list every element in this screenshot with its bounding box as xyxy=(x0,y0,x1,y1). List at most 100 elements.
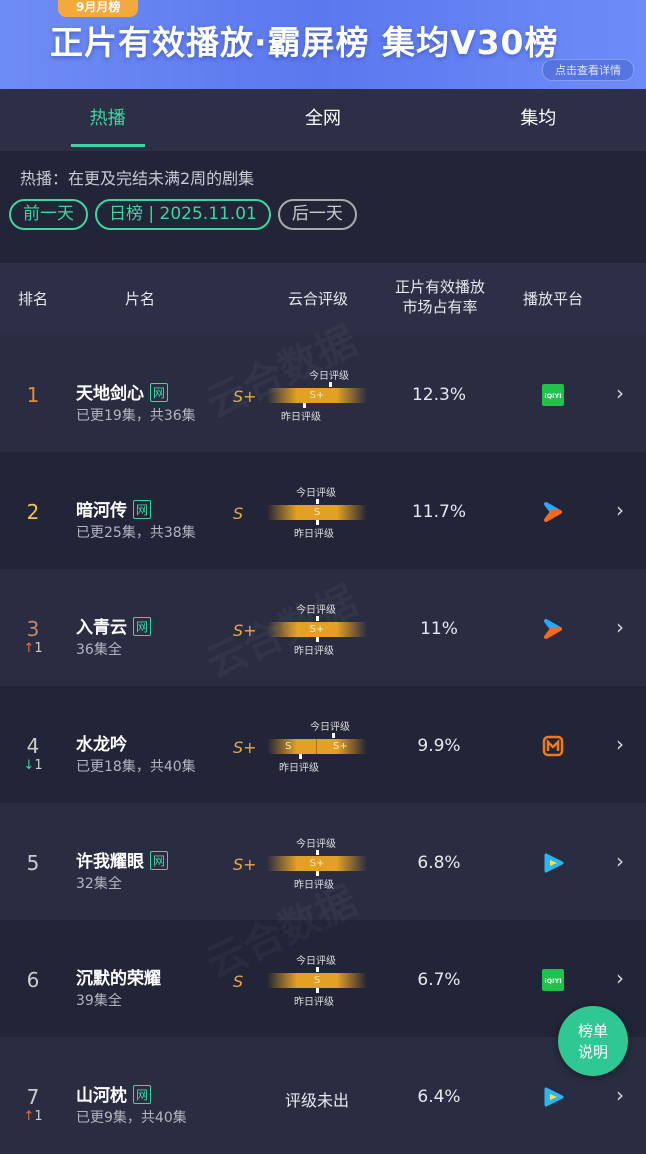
rating-pending: 评级未出 xyxy=(284,1091,349,1110)
rank-change-value: 1 xyxy=(34,641,43,656)
show-title[interactable]: 天地剑心网 xyxy=(76,379,169,404)
show-title-text: 暗河传 xyxy=(76,501,127,521)
chevron-right-icon[interactable]: › xyxy=(616,615,624,639)
web-drama-tag: 网 xyxy=(133,617,152,636)
chevron-right-icon[interactable]: › xyxy=(616,381,624,405)
rating-bar: S xyxy=(267,505,367,520)
episode-status: 32集全 xyxy=(76,876,122,892)
yesterday-label: 昨日评级 xyxy=(294,646,334,657)
yesterday-label: 昨日评级 xyxy=(294,997,334,1008)
rating-grade: S+ xyxy=(233,738,257,757)
tab-all-network[interactable]: 全网 xyxy=(304,108,341,129)
show-title[interactable]: 沉默的荣耀 xyxy=(76,964,161,989)
market-share: 9.9% xyxy=(417,736,461,756)
rank-change: ↓1 xyxy=(18,758,48,773)
rank-number: 7 xyxy=(26,1085,40,1109)
yesterday-marker xyxy=(299,754,302,759)
chevron-right-icon[interactable]: › xyxy=(616,1083,624,1107)
youku-platform-icon xyxy=(542,501,564,523)
show-title-text: 许我耀眼 xyxy=(76,852,144,872)
table-row[interactable]: 7 ↑1 山河枕网已更9集，共40集 评级未出 6.4% › xyxy=(0,1037,646,1154)
yesterday-label: 昨日评级 xyxy=(279,763,319,774)
show-title[interactable]: 入青云网 xyxy=(76,613,152,638)
chevron-right-icon[interactable]: › xyxy=(616,849,624,873)
iqiyi-platform-icon: iQIYI xyxy=(542,969,564,991)
show-title-text: 山河枕 xyxy=(76,1086,127,1106)
view-details-button[interactable]: 点击查看详情 xyxy=(542,59,634,81)
yesterday-marker xyxy=(316,520,319,525)
date-nav: 前一天 日榜 | 2025.11.01 后一天 xyxy=(0,193,646,263)
rank-number: 6 xyxy=(26,968,40,992)
today-marker xyxy=(316,616,319,621)
banner-title: 正片有效播放·霸屏榜 集均V30榜 xyxy=(50,23,559,62)
rank-number: 4 xyxy=(26,734,40,758)
rank-number: 5 xyxy=(26,851,40,875)
yesterday-label: 昨日评级 xyxy=(294,880,334,891)
date-selector[interactable]: 日榜 | 2025.11.01 xyxy=(95,199,271,230)
web-drama-tag: 网 xyxy=(150,383,169,402)
table-row[interactable]: 1 天地剑心网已更19集，共36集 S+ S+ 今日评级 昨日评级 12.3% iQIYI › xyxy=(0,335,646,452)
show-title[interactable]: 暗河传网 xyxy=(76,496,152,521)
episode-status: 已更19集，共36集 xyxy=(76,408,196,424)
rank-change: ↑1 xyxy=(18,641,48,656)
show-title-text: 水龙吟 xyxy=(76,735,127,755)
market-share: 11.7% xyxy=(411,502,466,522)
rating-grade: S xyxy=(233,504,244,523)
col-rank: 排名 xyxy=(17,290,48,308)
today-label: 今日评级 xyxy=(296,605,336,616)
chevron-right-icon[interactable]: › xyxy=(616,732,624,756)
arrow-up-icon: ↑ xyxy=(23,1109,35,1124)
tab-bar: 热播 全网 集均 xyxy=(0,89,646,151)
show-title-text: 沉默的荣耀 xyxy=(76,969,161,989)
today-label: 今日评级 xyxy=(296,839,336,850)
episode-status: 39集全 xyxy=(76,993,122,1009)
table-row[interactable]: 6 沉默的荣耀 39集全 S S 今日评级 昨日评级 6.7% iQIYI › xyxy=(0,920,646,1037)
tencent-platform-icon xyxy=(542,852,564,874)
prev-day-button[interactable]: 前一天 xyxy=(9,199,88,230)
tencent-platform-icon xyxy=(542,1086,564,1108)
today-marker xyxy=(329,382,332,387)
mango-platform-icon xyxy=(542,735,564,757)
rating-grade: S xyxy=(233,972,244,991)
rating-bar: S+ xyxy=(267,622,367,637)
show-title[interactable]: 水龙吟 xyxy=(76,730,127,755)
col-share: 正片有效播放 市场占有率 xyxy=(385,277,495,317)
rating-bar: S xyxy=(267,973,367,988)
market-share: 6.7% xyxy=(417,970,461,990)
rank-number: 3 xyxy=(26,617,40,641)
banner[interactable]: 9月月榜 正片有效播放·霸屏榜 集均V30榜 点击查看详情 xyxy=(0,0,646,89)
iqiyi-platform-icon: iQIYI xyxy=(542,384,564,406)
yesterday-label: 昨日评级 xyxy=(294,529,334,540)
ranking-explanation-button[interactable]: 榜单 说明 xyxy=(558,1006,628,1076)
yesterday-marker xyxy=(316,871,319,876)
rating-grade: S+ xyxy=(233,855,257,874)
col-rating: 云合评级 xyxy=(287,290,348,308)
svg-text:iQIYI: iQIYI xyxy=(544,392,561,400)
next-day-button[interactable]: 后一天 xyxy=(277,199,357,230)
col-share-line1: 正片有效播放 xyxy=(394,278,485,296)
table-row[interactable]: 4 ↓1 水龙吟已更18集，共40集 S+ S S+ 今日评级昨日评级 9.9% › xyxy=(0,686,646,803)
tab-per-episode[interactable]: 集均 xyxy=(520,108,557,129)
episode-status: 已更18集，共40集 xyxy=(76,759,196,775)
market-share: 12.3% xyxy=(411,385,466,405)
today-label: 今日评级 xyxy=(309,371,349,382)
youku-platform-icon xyxy=(542,618,564,640)
show-title-text: 入青云 xyxy=(76,618,127,638)
show-title[interactable]: 山河枕网 xyxy=(76,1081,152,1106)
tab-hot[interactable]: 热播 xyxy=(0,89,215,151)
chevron-right-icon[interactable]: › xyxy=(616,966,624,990)
rating-bar: S S+ xyxy=(267,739,367,754)
table-row[interactable]: 3 ↑1 入青云网 36集全 S+ S+ 今日评级 昨日评级 11% › xyxy=(0,569,646,686)
table-row[interactable]: 5 许我耀眼网 32集全 S+ S+ 今日评级 昨日评级 6.8% › xyxy=(0,803,646,920)
episode-status: 已更9集，共40集 xyxy=(76,1110,187,1126)
table-row[interactable]: 2 暗河传网已更25集，共38集 S S 今日评级 昨日评级 11.7% › xyxy=(0,452,646,569)
rank-number: 1 xyxy=(26,383,40,407)
today-label: 今日评级 xyxy=(310,722,350,733)
yesterday-label: 昨日评级 xyxy=(281,412,321,423)
description: 热播：在更及完结未满2周的剧集 xyxy=(20,169,255,188)
ranking-list: 1 天地剑心网已更19集，共36集 S+ S+ 今日评级 昨日评级 12.3% iQIYI › 2… xyxy=(0,335,646,1154)
rating-bar: S+ xyxy=(267,856,367,871)
show-title[interactable]: 许我耀眼网 xyxy=(76,847,169,872)
arrow-down-icon: ↓ xyxy=(23,758,35,773)
chevron-right-icon[interactable]: › xyxy=(616,498,624,522)
